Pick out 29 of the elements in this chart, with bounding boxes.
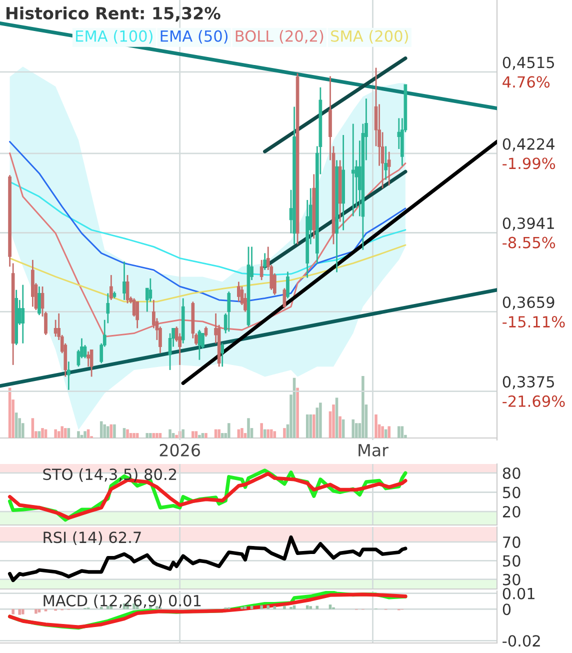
text: EMA (100) <box>76 30 152 44</box>
chart-title: MACD (12,26,9) 0.01 <box>44 594 201 608</box>
y-tick-label: 0,3659 <box>502 296 554 310</box>
y-tick-label: 0.01 <box>502 588 534 600</box>
y-tick-label: 0,3941 <box>502 217 554 231</box>
y2-tick-label: -1.99% <box>502 158 556 170</box>
y-tick-label: 0,3375 <box>502 376 554 390</box>
chart-title: STO (14,3,5) 80.2 <box>43 468 176 482</box>
y2-tick-label: 4.76% <box>502 76 550 88</box>
text: SMA (200) <box>331 30 408 44</box>
text: BOLL (20,2) <box>236 30 324 44</box>
y-tick-label: 0,4515 <box>502 56 554 70</box>
y-tick-label: 50 <box>503 555 520 567</box>
y-tick-label: 50 <box>503 486 520 498</box>
x-tick-label: 2026 <box>160 444 200 456</box>
y-tick-label: 70 <box>503 536 520 548</box>
y2-tick-label: -15.11% <box>502 316 565 328</box>
x-tick-label: Mar <box>358 444 388 456</box>
y-tick-label: 0 <box>502 604 511 616</box>
y-tick-label: 20 <box>502 506 520 518</box>
y-tick-label: 30 <box>503 574 520 586</box>
y2-tick-label: -21.69% <box>502 395 565 407</box>
chart-title: Historico Rent: 15,32% <box>6 6 220 22</box>
y-tick-label: 80 <box>502 467 520 480</box>
chart-title: RSI (14) 62.7 <box>44 531 141 545</box>
y2-tick-label: -8.55% <box>502 236 556 248</box>
text: EMA (50) <box>160 30 228 44</box>
y-tick-label: 0,4224 <box>502 138 554 152</box>
y-tick-label: -0.02 <box>502 635 540 647</box>
